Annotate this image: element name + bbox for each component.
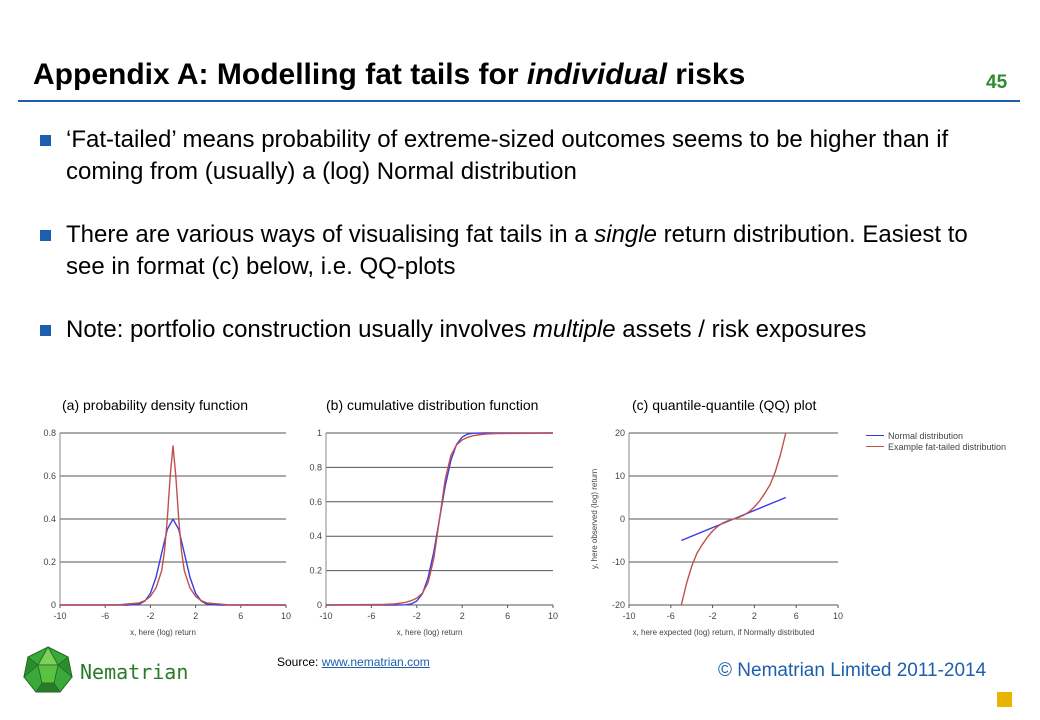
x-tick-label: -10 <box>53 611 66 621</box>
y-tick-label: 0.4 <box>43 514 56 524</box>
y-axis-label: y, here observed (log) return <box>590 469 599 569</box>
y-tick-label: 0.8 <box>309 462 322 472</box>
title-rule <box>18 100 1020 102</box>
y-tick-label: 0.6 <box>43 471 56 481</box>
x-axis-label: x, here (log) return <box>130 628 196 637</box>
x-tick-label: -2 <box>146 611 154 621</box>
fat-tailed-series-line <box>680 432 787 606</box>
x-tick-label: 10 <box>833 611 843 621</box>
source-label: Source: <box>277 655 322 669</box>
slide-title: Appendix A: Modelling fat tails for indi… <box>33 58 745 92</box>
copyright-note: © Nematrian Limited 2011-2014 <box>718 660 987 681</box>
x-tick-label: 6 <box>794 611 799 621</box>
bullet-item: There are various ways of visualising fa… <box>40 219 1000 283</box>
y-tick-label: 0.6 <box>309 497 322 507</box>
legend-swatch <box>866 435 884 436</box>
x-tick-label: -2 <box>413 611 421 621</box>
x-tick-label: -6 <box>367 611 375 621</box>
y-tick-label: 0 <box>620 514 625 524</box>
x-tick-label: 10 <box>281 611 291 621</box>
normal-series-line <box>326 432 553 606</box>
bullet-item: Note: portfolio construction usually inv… <box>40 314 1000 346</box>
x-tick-label: 2 <box>460 611 465 621</box>
legend-entry: Normal distribution <box>866 430 1006 441</box>
y-tick-label: 0 <box>51 600 56 610</box>
chart-b-title: (b) cumulative distribution function <box>326 397 539 413</box>
bullet-emphasis: multiple <box>532 316 616 343</box>
normal-series-line <box>681 496 787 542</box>
x-tick-label: 6 <box>238 611 243 621</box>
bullet-text: ‘Fat-tailed’ means probability of extrem… <box>66 126 949 185</box>
y-tick-label: -20 <box>612 600 625 610</box>
y-tick-label: 20 <box>615 428 625 438</box>
bullet-text-end: return distribution. Easiest to see in f… <box>66 221 968 280</box>
y-tick-label: 1 <box>317 428 322 438</box>
bullet-text: Note: portfolio construction usually inv… <box>66 316 533 343</box>
bullet-marker-icon <box>40 230 51 241</box>
bullet-marker-icon <box>40 135 51 146</box>
source-link[interactable]: www.nematrian.com <box>321 655 430 669</box>
y-tick-label: 0.8 <box>43 428 56 438</box>
title-text-end: risks <box>666 58 746 91</box>
x-tick-label: 6 <box>505 611 510 621</box>
y-tick-label: 0.2 <box>43 557 56 567</box>
title-text: Appendix A: Modelling fat tails for <box>33 58 527 91</box>
legend-label: Normal distribution <box>888 430 964 441</box>
brand-name: Nematrian <box>80 660 189 684</box>
normal-series-line <box>60 518 286 606</box>
y-tick-label: 10 <box>615 471 625 481</box>
x-tick-label: -6 <box>667 611 675 621</box>
x-tick-label: -10 <box>622 611 635 621</box>
x-axis-label: x, here (log) return <box>397 628 463 637</box>
y-tick-label: 0.4 <box>309 531 322 541</box>
x-tick-label: 2 <box>752 611 757 621</box>
corner-marker-icon <box>997 692 1012 707</box>
bullet-list: ‘Fat-tailed’ means probability of extrem… <box>40 124 1000 377</box>
bullet-text-end: assets / risk exposures <box>615 316 867 343</box>
y-tick-label: -10 <box>612 557 625 567</box>
y-tick-label: 0 <box>317 600 322 610</box>
x-tick-label: 2 <box>193 611 198 621</box>
bullet-emphasis: single <box>594 221 657 248</box>
x-axis-label: x, here expected (log) return, if Normal… <box>633 628 815 637</box>
fat-tailed-series-line <box>60 445 286 606</box>
chart-a-title: (a) probability density function <box>62 397 248 413</box>
bullet-text: There are various ways of visualising fa… <box>66 221 595 248</box>
chart-c-title: (c) quantile-quantile (QQ) plot <box>632 397 817 413</box>
bullet-item: ‘Fat-tailed’ means probability of extrem… <box>40 124 1000 188</box>
y-tick-label: 0.2 <box>309 566 322 576</box>
x-tick-label: -2 <box>709 611 717 621</box>
legend-label: Example fat-tailed distribution <box>888 441 1007 452</box>
chart-legend: Normal distribution Example fat-tailed d… <box>866 430 1006 452</box>
x-tick-label: -6 <box>101 611 109 621</box>
title-emphasis: individual <box>526 58 667 91</box>
nematrian-logo-icon <box>23 646 73 693</box>
legend-swatch <box>866 446 884 447</box>
legend-entry: Example fat-tailed distribution <box>866 441 1006 452</box>
source-note: Source: www.nematrian.com <box>277 655 430 669</box>
bullet-marker-icon <box>40 325 51 336</box>
x-tick-label: -10 <box>319 611 332 621</box>
fat-tailed-series-line <box>325 432 554 606</box>
slide-number: 45 <box>986 72 1008 93</box>
x-tick-label: 10 <box>548 611 558 621</box>
